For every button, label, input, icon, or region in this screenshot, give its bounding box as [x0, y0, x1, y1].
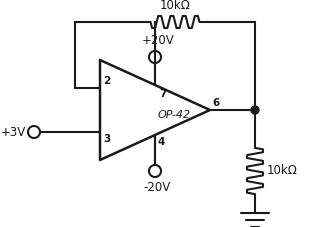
Text: -20V: -20V — [144, 181, 171, 194]
Text: OP-42: OP-42 — [157, 110, 190, 120]
Text: 7: 7 — [159, 89, 166, 99]
Text: 10kΩ: 10kΩ — [267, 165, 298, 178]
Text: +3V: +3V — [1, 126, 26, 138]
Text: 3: 3 — [103, 134, 110, 144]
Text: 10kΩ: 10kΩ — [159, 0, 190, 12]
Text: +20V: +20V — [142, 34, 174, 47]
Polygon shape — [251, 106, 259, 114]
Text: 4: 4 — [157, 137, 164, 147]
Text: 6: 6 — [212, 98, 219, 108]
Text: 2: 2 — [103, 76, 110, 86]
